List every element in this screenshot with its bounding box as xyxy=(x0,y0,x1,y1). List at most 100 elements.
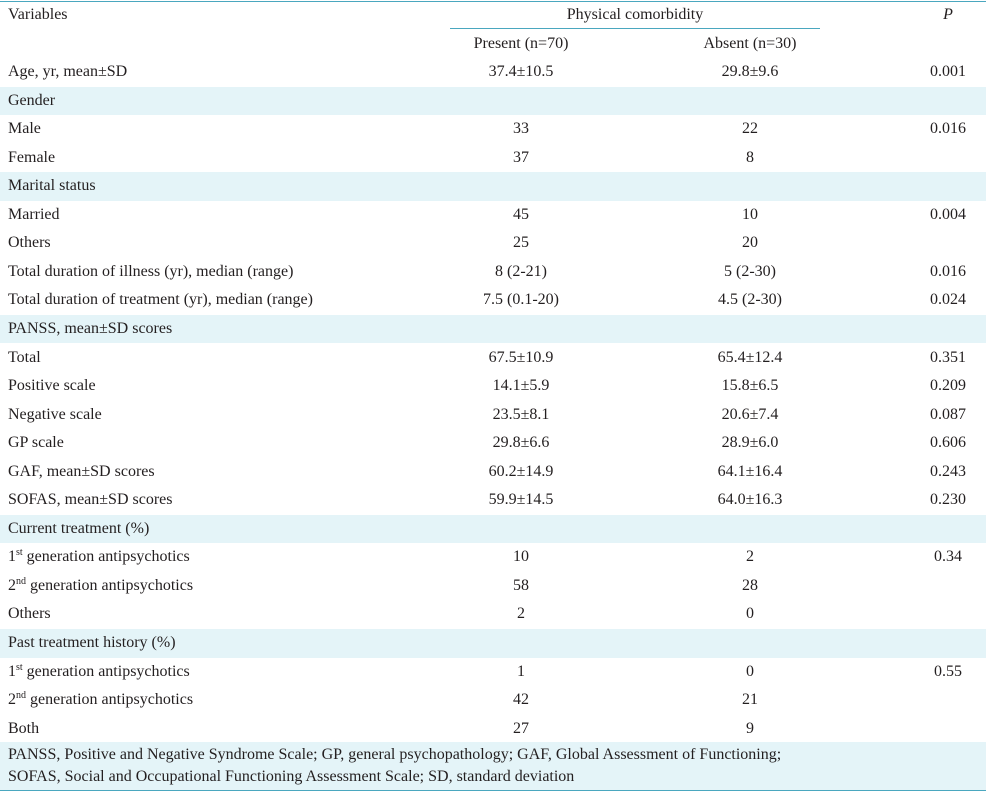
absent-value: 9 xyxy=(746,719,754,737)
present-value: 59.9±14.5 xyxy=(488,491,554,509)
row-label-ordinal-suffix: st xyxy=(16,547,23,559)
absent-value: 22 xyxy=(742,120,758,138)
p-value: 0.087 xyxy=(930,405,966,423)
table-row: GAF, mean±SD scores 60.2±14.9 64.1±16.4 0.2… xyxy=(0,458,986,487)
footnote-line-2: SOFAS, Social and Occupational Functioni… xyxy=(8,768,575,785)
row-label: Male xyxy=(8,120,41,138)
absent-value: 64.0±16.3 xyxy=(717,491,783,509)
table-row: 1st generation antipsychotics 1 0 0.55 xyxy=(0,658,986,687)
table-row: 2nd generation antipsychotics 58 28 xyxy=(0,572,986,601)
p-value: 0.230 xyxy=(930,491,966,509)
present-value: 58 xyxy=(513,576,529,594)
row-label: Total duration of illness (yr), median (… xyxy=(8,262,294,280)
absent-value: 0 xyxy=(746,605,754,623)
p-value: 0.016 xyxy=(930,120,966,138)
row-label: Gender xyxy=(8,91,56,109)
present-value: 42 xyxy=(513,691,529,709)
table-row: Negative scale 23.5±8.1 20.6±7.4 0.087 xyxy=(0,401,986,430)
p-value: 0.351 xyxy=(930,348,966,366)
top-rule xyxy=(0,1,986,2)
row-label: 2nd generation antipsychotics xyxy=(8,691,193,709)
row-label: Past treatment history (%) xyxy=(8,634,176,651)
table-row: Female 37 8 xyxy=(0,144,986,173)
p-value: 0.55 xyxy=(934,662,962,680)
row-label-ordinal: 2 xyxy=(8,691,16,709)
footnote: PANSS, Positive and Negative Syndrome Sc… xyxy=(0,742,986,790)
present-value: 25 xyxy=(513,234,529,252)
p-value: 0.34 xyxy=(934,548,962,566)
row-label: Negative scale xyxy=(8,405,102,423)
table-row: Male 33 22 0.016 xyxy=(0,115,986,144)
row-label: 2nd generation antipsychotics xyxy=(8,575,193,595)
table-row: Gender xyxy=(0,86,986,116)
absent-value: 28 xyxy=(742,576,758,594)
absent-value: 20 xyxy=(742,234,758,252)
present-value: 14.1±5.9 xyxy=(492,377,550,395)
absent-value: 21 xyxy=(742,691,758,709)
row-label: Others xyxy=(8,605,51,623)
present-value: 37.4±10.5 xyxy=(488,63,554,80)
absent-value: 2 xyxy=(746,548,754,566)
row-label-text: generation antipsychotics xyxy=(22,662,190,680)
header-p: P xyxy=(943,6,953,23)
table-row: Both 27 9 xyxy=(0,715,986,744)
table-row: Marital status xyxy=(0,172,986,201)
table-row: PANSS, mean±SD scores xyxy=(0,314,986,344)
table-row: Age, yr, mean±SD 37.4±10.5 29.8±9.6 0.001 xyxy=(0,58,986,87)
header-group: Physical comorbidity xyxy=(566,6,704,23)
p-value: 0.209 xyxy=(930,377,966,395)
p-value: 0.606 xyxy=(930,434,966,452)
present-value: 1 xyxy=(517,662,525,680)
absent-value: 0 xyxy=(746,662,754,680)
table-row: SOFAS, mean±SD scores 59.9±14.5 64.0±16.3 0… xyxy=(0,486,986,515)
row-label: Married xyxy=(8,205,60,223)
p-value: 0.004 xyxy=(930,205,966,223)
row-label: GAF, mean±SD scores xyxy=(8,462,155,480)
p-value: 0.243 xyxy=(930,462,966,480)
p-value: 0.001 xyxy=(930,63,966,80)
row-label-ordinal-suffix: nd xyxy=(16,690,26,702)
row-label-ordinal-suffix: st xyxy=(16,661,23,673)
present-value: 27 xyxy=(513,719,529,737)
row-label: SOFAS, mean±SD scores xyxy=(8,491,173,509)
row-label: Age, yr, mean±SD xyxy=(8,63,128,80)
absent-value: 29.8±9.6 xyxy=(721,63,779,80)
absent-value: 28.9±6.0 xyxy=(721,434,779,452)
row-label-ordinal: 2 xyxy=(8,576,16,594)
present-value: 67.5±10.9 xyxy=(488,348,554,366)
present-value: 29.8±6.6 xyxy=(492,434,550,452)
table-row: Others 2 0 xyxy=(0,600,986,629)
table-row: Total 67.5±10.9 65.4±12.4 0.351 xyxy=(0,344,986,373)
row-label: PANSS, mean±SD scores xyxy=(8,319,173,337)
table-row: Total duration of illness (yr), median (… xyxy=(0,258,986,287)
row-label: GP scale xyxy=(8,434,64,452)
present-value: 33 xyxy=(513,120,529,138)
row-label-text: generation antipsychotics xyxy=(22,548,190,566)
present-value: 45 xyxy=(513,205,529,223)
present-value: 10 xyxy=(513,548,529,566)
header-absent: Absent (n=30) xyxy=(703,35,797,52)
p-value: 0.016 xyxy=(930,262,966,280)
absent-value: 8 xyxy=(746,148,754,166)
group-rule xyxy=(450,28,820,29)
present-value: 60.2±14.9 xyxy=(488,462,554,480)
table-row: 1st generation antipsychotics 10 2 0.34 xyxy=(0,543,986,572)
absent-value: 5 (2-30) xyxy=(724,262,776,280)
row-label-ordinal: 1 xyxy=(8,662,16,680)
row-label: Female xyxy=(8,148,56,166)
p-value: 0.024 xyxy=(930,291,966,309)
table-row: Married 45 10 0.004 xyxy=(0,201,986,230)
absent-value: 15.8±6.5 xyxy=(721,377,779,395)
row-label-text: generation antipsychotics xyxy=(26,691,194,709)
table-row: Past treatment history (%) xyxy=(0,629,986,658)
bottom-rule xyxy=(0,790,986,791)
row-label: Current treatment (%) xyxy=(8,519,150,537)
absent-value: 10 xyxy=(742,205,758,223)
present-value: 37 xyxy=(513,148,529,166)
row-label: 1st generation antipsychotics xyxy=(8,548,190,566)
present-value: 23.5±8.1 xyxy=(492,405,550,423)
row-label: Total xyxy=(8,348,41,366)
header-present: Present (n=70) xyxy=(473,35,569,52)
row-label-ordinal-suffix: nd xyxy=(16,575,26,587)
present-value: 2 xyxy=(517,605,525,623)
